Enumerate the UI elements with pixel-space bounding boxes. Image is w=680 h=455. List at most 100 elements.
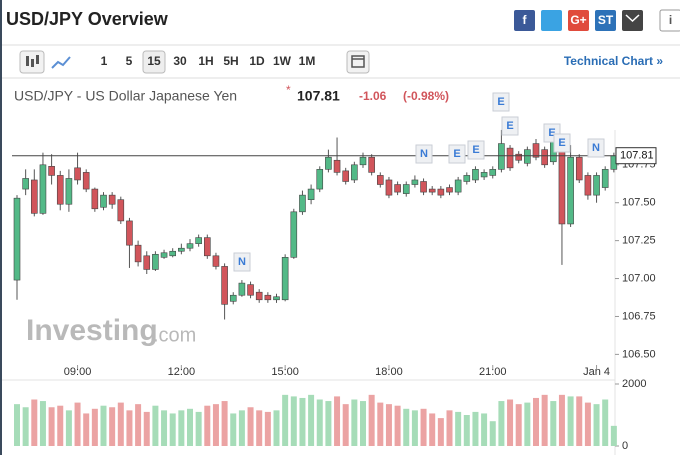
x-tick-label: 09:00 <box>64 366 92 378</box>
candle-body <box>82 172 90 190</box>
event-marker[interactable] <box>415 144 433 164</box>
candle-body <box>351 164 358 181</box>
volume-bar <box>308 394 315 446</box>
interval-button[interactable]: 5 <box>126 54 133 68</box>
event-label[interactable]: E <box>506 120 513 132</box>
volume-bar <box>31 399 38 446</box>
candle-body <box>152 253 159 270</box>
candle-body <box>601 169 609 188</box>
volume-bar <box>602 399 609 446</box>
interval-button[interactable]: 1H <box>198 54 213 68</box>
candle-body <box>22 178 29 190</box>
candle-body <box>325 156 332 170</box>
event-label[interactable]: E <box>472 144 479 156</box>
share-icon[interactable] <box>514 10 535 31</box>
interval-button[interactable]: 1 <box>101 54 108 68</box>
y-tick-label: 107.25 <box>622 235 656 247</box>
star: * <box>286 83 291 97</box>
volume-bar <box>455 411 462 446</box>
volume-bar <box>212 404 219 446</box>
candle-body <box>446 187 453 193</box>
event-label[interactable]: N <box>238 256 246 268</box>
event-label[interactable]: E <box>497 96 504 108</box>
event-marker[interactable] <box>233 252 251 272</box>
event-label[interactable]: E <box>453 148 460 160</box>
volume-bar <box>360 401 366 446</box>
volume-bar <box>178 410 185 446</box>
volume-bar <box>342 404 349 446</box>
candle-body <box>342 170 350 182</box>
candle-body <box>515 153 523 161</box>
candle-body <box>489 169 497 176</box>
candle-body <box>74 167 81 181</box>
share-icon[interactable] <box>595 10 616 31</box>
candle-body <box>56 175 64 205</box>
share-icon-label[interactable]: ST <box>598 13 614 27</box>
volume-bar <box>610 425 617 446</box>
twitter-icon[interactable] <box>541 10 562 31</box>
candle-body <box>13 197 21 281</box>
event-marker[interactable] <box>448 144 466 164</box>
candle-body <box>204 237 211 257</box>
volume-bar <box>385 404 392 446</box>
interval-button[interactable]: 30 <box>173 54 187 68</box>
volume-bar <box>550 401 557 446</box>
event-label[interactable]: E <box>548 127 555 139</box>
fullscreen-icon[interactable] <box>346 50 370 74</box>
candle-body <box>238 282 246 296</box>
volume-bar <box>290 396 297 446</box>
candle-body <box>480 172 488 178</box>
candle-icon[interactable] <box>19 50 45 74</box>
event-label[interactable]: N <box>420 148 428 160</box>
volume-bar <box>489 421 496 446</box>
candle-body <box>411 179 419 185</box>
candle-body <box>472 169 479 181</box>
mail-envelope[interactable] <box>625 14 640 23</box>
interval-button[interactable]: 1D <box>249 54 265 68</box>
candle-body <box>506 147 514 169</box>
interval-button[interactable]: 15 <box>147 54 161 68</box>
candle-body <box>333 159 341 173</box>
volume-bar <box>507 399 514 446</box>
candle-body <box>541 149 548 166</box>
volume-bar <box>567 396 574 446</box>
candle-body <box>394 184 401 193</box>
candle-body <box>463 175 471 182</box>
y-tick-label: 107.00 <box>622 272 656 284</box>
share-icon[interactable] <box>568 10 589 31</box>
candle-body <box>575 156 583 181</box>
volume-bar <box>377 402 384 446</box>
candle-body <box>48 166 55 176</box>
event-marker[interactable] <box>587 138 605 158</box>
candle-body <box>316 169 324 190</box>
volume-bar <box>541 394 548 446</box>
line-icon[interactable] <box>51 56 71 69</box>
technical-chart-link[interactable]: Technical Chart » <box>564 54 663 68</box>
event-marker[interactable] <box>492 92 510 112</box>
share-icon-label[interactable]: f <box>523 13 528 27</box>
interval-button[interactable]: 5H <box>223 54 238 68</box>
share-icon-label[interactable]: i <box>669 13 672 27</box>
volume-bar <box>498 401 505 446</box>
volume-bar <box>334 396 341 446</box>
event-label[interactable]: N <box>592 142 600 154</box>
volume-bar <box>135 404 142 446</box>
volume-bar <box>14 404 20 446</box>
volume-bar <box>437 418 444 446</box>
event-marker[interactable] <box>501 116 519 136</box>
volume-bar <box>463 415 470 446</box>
share-icon-label[interactable]: G+ <box>570 13 586 27</box>
candle-body <box>247 284 254 296</box>
event-marker[interactable] <box>467 140 485 160</box>
share-icon[interactable] <box>659 9 680 32</box>
candle-body <box>169 250 176 257</box>
event-marker[interactable] <box>553 133 571 153</box>
interval-button[interactable]: 1M <box>299 54 316 68</box>
interval-active <box>142 50 166 74</box>
interval-button[interactable]: 1W <box>273 54 292 68</box>
candle-body <box>584 175 592 196</box>
event-label[interactable]: E <box>558 137 565 149</box>
candle-body <box>307 188 315 200</box>
x-tick-label: Jan 4 <box>583 366 610 378</box>
